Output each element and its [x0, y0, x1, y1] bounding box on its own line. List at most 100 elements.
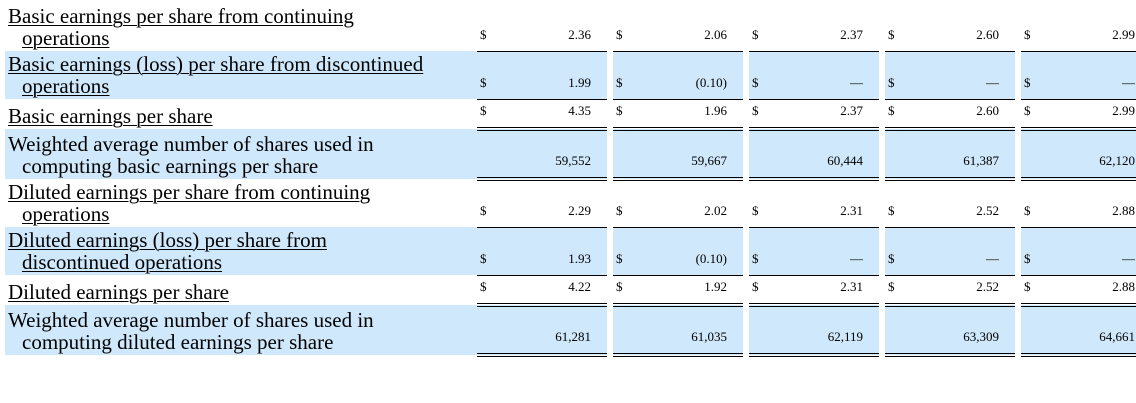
row-label: Diluted earnings per share from continui… — [5, 179, 477, 227]
currency-symbol: $ — [613, 179, 639, 228]
value-cell: — — [911, 51, 1015, 100]
currency-symbol: $ — [1021, 275, 1047, 307]
row-label: Basic earnings (loss) per share from dis… — [5, 51, 477, 99]
value-cell: 1.92 — [639, 275, 743, 307]
column-gap — [607, 275, 613, 305]
currency-symbol — [477, 129, 503, 181]
table-row: Basic earnings (loss) per share from dis… — [5, 51, 1136, 100]
currency-symbol: $ — [885, 99, 911, 131]
column-gap — [879, 3, 885, 51]
currency-symbol: $ — [885, 275, 911, 307]
column-gap — [743, 275, 749, 305]
value-cell: — — [911, 227, 1015, 276]
currency-symbol — [885, 129, 911, 181]
currency-symbol — [1021, 129, 1047, 181]
currency-symbol: $ — [613, 51, 639, 100]
row-label: Weighted average number of shares used i… — [5, 305, 477, 355]
row-label: Basic earnings per share — [5, 99, 477, 129]
row-label-text: Diluted earnings (loss) per share from — [8, 228, 327, 252]
row-label: Diluted earnings (loss) per share from di… — [5, 227, 477, 275]
table-row: Diluted earnings (loss) per share from di… — [5, 227, 1136, 276]
value-cell: (0.10) — [639, 51, 743, 100]
row-label: Basic earnings per share from continuing… — [5, 3, 477, 51]
currency-symbol: $ — [1021, 179, 1047, 228]
row-label-text: Weighted average number of shares used i… — [8, 132, 374, 156]
column-gap — [607, 305, 613, 355]
column-gap — [743, 51, 749, 99]
table-body: Basic earnings per share from continuing… — [5, 3, 1136, 357]
value-cell: 1.96 — [639, 99, 743, 131]
value-cell: — — [1047, 51, 1136, 100]
value-cell: 59,667 — [639, 129, 743, 181]
currency-symbol: $ — [613, 99, 639, 131]
value-cell: 2.99 — [1047, 3, 1136, 52]
table-row: Weighted average number of shares used i… — [5, 305, 1136, 357]
value-cell: 61,281 — [503, 305, 607, 357]
value-cell: 2.37 — [775, 3, 879, 52]
value-cell: 62,119 — [775, 305, 879, 357]
column-gap — [1015, 227, 1021, 275]
currency-symbol — [885, 305, 911, 357]
currency-symbol: $ — [749, 227, 775, 276]
currency-symbol: $ — [1021, 51, 1047, 100]
currency-symbol: $ — [1021, 3, 1047, 52]
row-label-text: Basic earnings (loss) per share from dis… — [8, 52, 424, 76]
row-label-text: operations — [22, 202, 110, 226]
currency-symbol — [613, 305, 639, 357]
value-cell: 60,444 — [775, 129, 879, 181]
currency-symbol: $ — [477, 3, 503, 52]
currency-symbol: $ — [613, 275, 639, 307]
column-gap — [879, 51, 885, 99]
currency-symbol: $ — [477, 227, 503, 276]
value-cell: 2.52 — [911, 275, 1015, 307]
value-cell: 63,309 — [911, 305, 1015, 357]
column-gap — [743, 129, 749, 179]
column-gap — [1015, 179, 1021, 227]
value-cell: — — [1047, 227, 1136, 276]
row-label-text: computing basic earnings per share — [22, 154, 319, 178]
currency-symbol: $ — [885, 179, 911, 228]
row-label: Weighted average number of shares used i… — [5, 129, 477, 179]
row-label-text: discontinued operations — [22, 250, 223, 274]
value-cell: 2.88 — [1047, 275, 1136, 307]
value-cell: 2.52 — [911, 179, 1015, 228]
value-cell: 2.60 — [911, 3, 1015, 52]
row-label-text: Diluted earnings per share from continui… — [8, 180, 371, 204]
row-label-text: Basic earnings per share — [8, 104, 213, 128]
column-gap — [1015, 129, 1021, 179]
row-label-text: computing diluted earnings per share — [22, 330, 334, 354]
currency-symbol: $ — [749, 275, 775, 307]
currency-symbol: $ — [613, 227, 639, 276]
column-gap — [1015, 3, 1021, 51]
value-cell: 2.29 — [503, 179, 607, 228]
value-cell: 2.31 — [775, 179, 879, 228]
column-gap — [1015, 275, 1021, 305]
value-cell: 2.31 — [775, 275, 879, 307]
currency-symbol — [1021, 305, 1047, 357]
column-gap — [743, 179, 749, 227]
value-cell: 61,035 — [639, 305, 743, 357]
column-gap — [879, 227, 885, 275]
column-gap — [743, 3, 749, 51]
currency-symbol: $ — [477, 51, 503, 100]
column-gap — [607, 3, 613, 51]
column-gap — [607, 51, 613, 99]
row-label-text: Diluted earnings per share — [8, 280, 230, 304]
row-label-text: operations — [22, 26, 110, 50]
value-cell: 2.99 — [1047, 99, 1136, 131]
value-cell: — — [775, 227, 879, 276]
value-cell: 2.36 — [503, 3, 607, 52]
value-cell: 2.37 — [775, 99, 879, 131]
column-gap — [607, 227, 613, 275]
row-label-text: Basic earnings per share from continuing — [8, 4, 354, 28]
currency-symbol: $ — [613, 3, 639, 52]
value-cell: 4.22 — [503, 275, 607, 307]
value-cell: 4.35 — [503, 99, 607, 131]
currency-symbol: $ — [1021, 227, 1047, 276]
value-cell: 2.06 — [639, 3, 743, 52]
row-label-text: Weighted average number of shares used i… — [8, 308, 374, 332]
value-cell: 59,552 — [503, 129, 607, 181]
currency-symbol: $ — [885, 51, 911, 100]
column-gap — [879, 179, 885, 227]
value-cell: 1.99 — [503, 51, 607, 100]
